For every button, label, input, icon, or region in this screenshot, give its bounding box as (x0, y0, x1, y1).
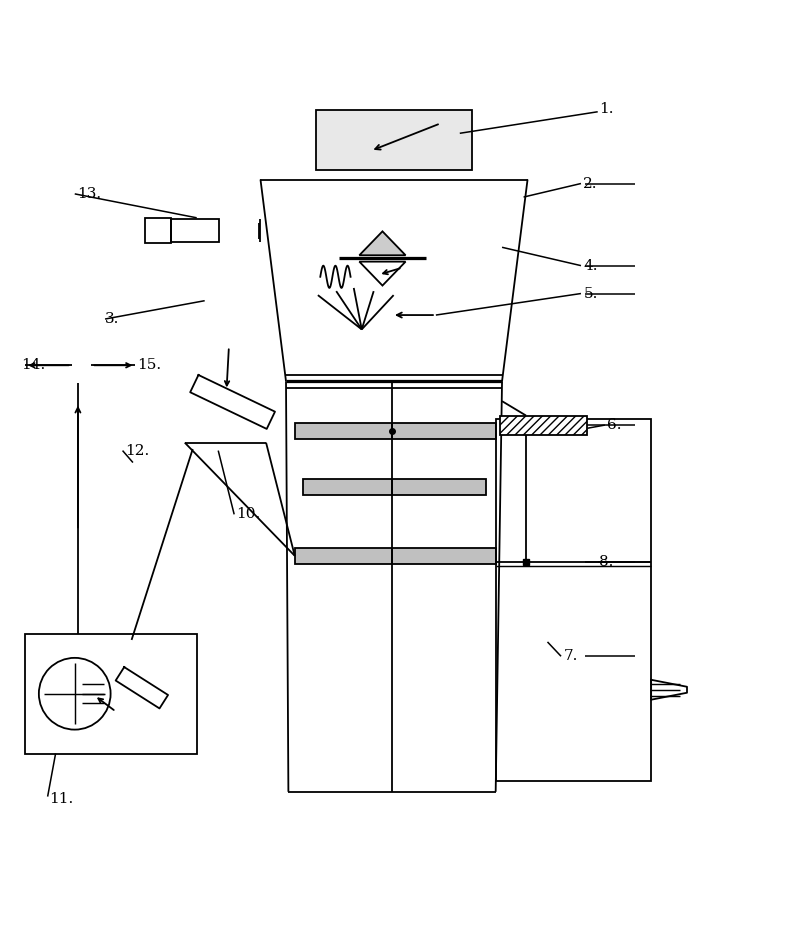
Bar (294, 548, 496, 564)
Text: 5.: 5. (583, 287, 598, 301)
Bar (294, 423, 496, 439)
Bar (496, 419, 651, 781)
Text: 6.: 6. (607, 419, 622, 432)
Bar (171, 219, 219, 242)
Text: 11.: 11. (50, 792, 74, 806)
Text: 3.: 3. (105, 312, 119, 326)
Text: 2.: 2. (583, 177, 598, 191)
Bar (316, 110, 472, 170)
Text: 14.: 14. (22, 359, 46, 372)
Polygon shape (359, 232, 406, 255)
Bar (26, 634, 197, 754)
Text: 4.: 4. (583, 259, 598, 272)
Text: 10.: 10. (237, 508, 261, 521)
Text: 12.: 12. (125, 443, 150, 457)
Bar (302, 479, 486, 495)
Bar (500, 416, 587, 435)
Text: 15.: 15. (137, 359, 161, 372)
Text: 7.: 7. (563, 649, 578, 663)
Bar (145, 217, 171, 243)
Text: 13.: 13. (77, 187, 102, 201)
Text: 8.: 8. (599, 555, 614, 569)
Text: 1.: 1. (599, 102, 614, 117)
